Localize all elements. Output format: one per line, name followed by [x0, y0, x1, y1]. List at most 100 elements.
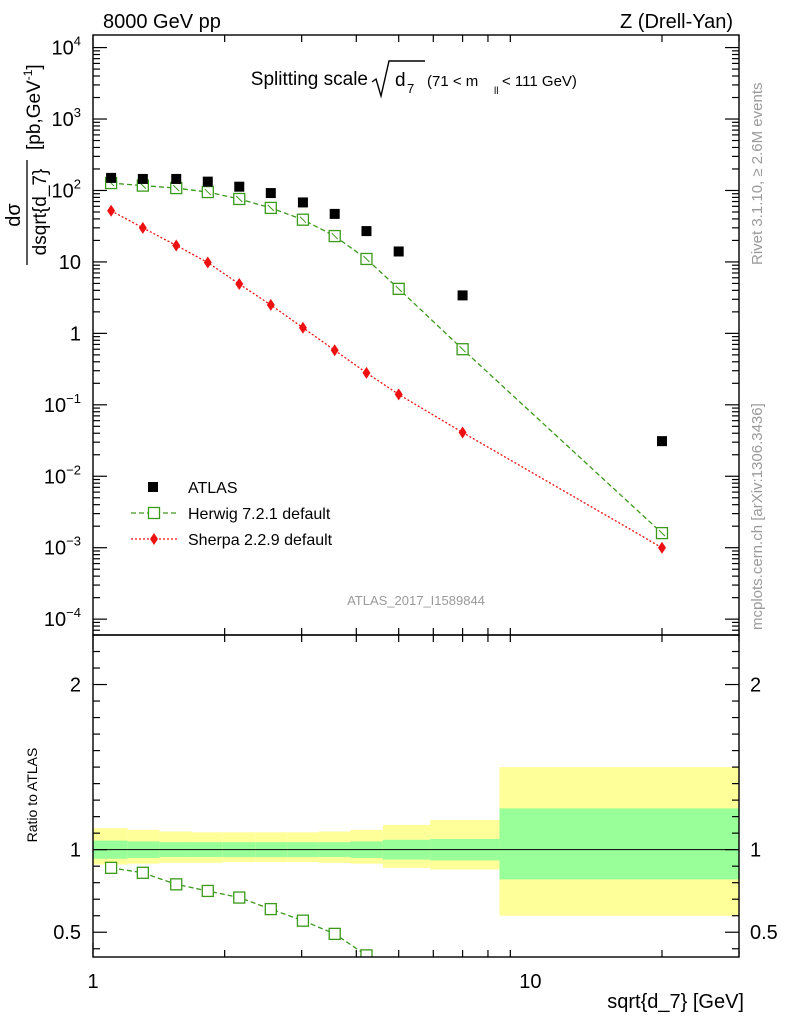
- sherpa-point: [235, 278, 244, 291]
- ratio-point-herwig: [233, 891, 246, 904]
- y-tick-label: 10−3: [44, 534, 81, 560]
- y-tick-exp: −2: [66, 462, 81, 477]
- sherpa-point: [657, 541, 666, 554]
- ratio-series-herwig: [104, 861, 373, 957]
- legend: ATLAS Herwig 7.2.1 default Sherpa 2.2.9 de…: [131, 480, 333, 549]
- ratio-ylabel: Ratio to ATLAS: [24, 748, 40, 843]
- ylabel-denominator: dsqrt{d_7}: [30, 169, 51, 256]
- y-tick-base: 10: [44, 395, 66, 417]
- ratio-point-herwig: [360, 949, 373, 957]
- ratio-point-herwig: [136, 866, 149, 879]
- legend-marker-atlas: [148, 482, 158, 492]
- y-tick-label: 10−2: [44, 462, 81, 488]
- herwig-point-cross: [658, 529, 666, 537]
- ratio-lines: [93, 849, 739, 957]
- ratio-point-herwig: [296, 914, 310, 927]
- ratio-point-herwig: [201, 884, 214, 898]
- ylabel-units: [pb,GeV-1]: [21, 64, 45, 150]
- x-tick-label: 1: [87, 971, 98, 993]
- header-right: Z (Drell-Yan): [620, 11, 733, 33]
- sherpa-point: [298, 321, 307, 334]
- ratio-point-herwig: [264, 902, 277, 916]
- herwig-point-cross: [459, 345, 466, 353]
- main-ylabel: dσ dsqrt{d_7} [pb,GeV-1]: [3, 64, 51, 265]
- y-tick-exp: −1: [66, 391, 81, 406]
- atlas-point: [297, 197, 308, 208]
- sherpa-point: [138, 221, 147, 234]
- legend-label: Sherpa 2.2.9 default: [188, 532, 333, 549]
- y-tick-exp: 2: [74, 176, 81, 191]
- ratio-y-tick-label: 0.5: [53, 922, 81, 944]
- sherpa-point: [362, 366, 371, 379]
- herwig-point-cross: [395, 285, 403, 293]
- ylabel-units-close: ]: [24, 64, 45, 69]
- herwig-point-cross: [235, 195, 243, 203]
- legend-label: ATLAS: [188, 480, 238, 497]
- herwig-point-cross: [267, 204, 275, 212]
- atlas-point: [171, 173, 182, 184]
- legend-marker-sherpa: [150, 533, 158, 545]
- herwig-point-cross: [299, 216, 307, 224]
- herwig-point-cross: [331, 232, 339, 240]
- sherpa-point: [266, 298, 275, 311]
- atlas-point: [265, 188, 276, 199]
- atlas-point: [202, 176, 213, 187]
- sherpa-point: [458, 426, 467, 439]
- atlas-point: [329, 208, 340, 219]
- analysis-tag: ATLAS_2017_I1589844: [347, 593, 485, 608]
- y-tick-label: 1: [70, 323, 81, 345]
- mcplots-label: mcplots.cern.ch [arXiv:1306.3436]: [749, 403, 766, 630]
- title-text: Splitting scale: [251, 69, 368, 90]
- sherpa-point: [203, 256, 212, 269]
- sherpa-line: [110, 210, 663, 549]
- y-tick-base: 10: [52, 180, 74, 202]
- sherpa-point: [107, 204, 116, 217]
- herwig-point-cross: [204, 188, 212, 196]
- y-tick-label: 102: [52, 176, 81, 202]
- title-range-pre: (71 < m: [427, 73, 478, 90]
- legend-marker-herwig: [147, 506, 161, 520]
- y-tick-exp: −4: [66, 605, 81, 620]
- ratio-point-herwig: [328, 927, 341, 941]
- sqrt-symbol: [371, 60, 425, 99]
- header-left: 8000 GeV pp: [103, 11, 221, 33]
- y-tick-base: 10: [44, 609, 66, 631]
- atlas-point: [457, 290, 468, 301]
- main-series: [104, 172, 669, 554]
- ratio-y-tick-label-right: 0.5: [750, 922, 778, 944]
- legend-label: Herwig 7.2.1 default: [188, 506, 331, 523]
- ylabel-numerator: dσ: [3, 203, 25, 227]
- ratio-line-herwig: [111, 867, 367, 956]
- y-tick-base: 10: [52, 109, 74, 131]
- ratio-point-herwig: [104, 861, 118, 874]
- ratio-y-tick-label: 2: [70, 675, 81, 697]
- title-symbol: d: [395, 70, 406, 91]
- ratio-y-tick-label: 1: [70, 840, 81, 862]
- atlas-point: [361, 226, 372, 237]
- y-tick-base: 10: [44, 466, 66, 488]
- herwig-point-cross: [172, 184, 180, 192]
- sherpa-point: [330, 344, 339, 357]
- ratio-y-tick-label-right: 1: [750, 840, 761, 862]
- x-tick-label: 10: [519, 971, 541, 993]
- title-range-sub: ll: [494, 86, 498, 97]
- ratio-bands: [93, 767, 739, 916]
- y-tick-label: 10−1: [44, 391, 81, 417]
- y-tick-label: 103: [52, 105, 81, 131]
- ratio-frame: [92, 634, 740, 958]
- sherpa-point: [172, 239, 181, 252]
- atlas-point: [656, 436, 667, 447]
- band-stat: [499, 808, 739, 880]
- plot-title: Splitting scale d 7 (71 < m ll < 111 GeV…: [251, 60, 577, 99]
- rivet-label: Rivet 3.1.10, ≥ 2.6M events: [749, 83, 766, 266]
- y-tick-base: 10: [52, 38, 74, 60]
- y-tick-label: 10: [59, 252, 81, 274]
- y-tick-exp: −3: [66, 534, 81, 549]
- title-subscript: 7: [407, 81, 414, 96]
- ratio-y-tick-label-right: 2: [750, 675, 761, 697]
- herwig-point-cross: [363, 255, 370, 263]
- sherpa-point: [394, 388, 403, 401]
- y-tick-exp: 3: [74, 105, 81, 120]
